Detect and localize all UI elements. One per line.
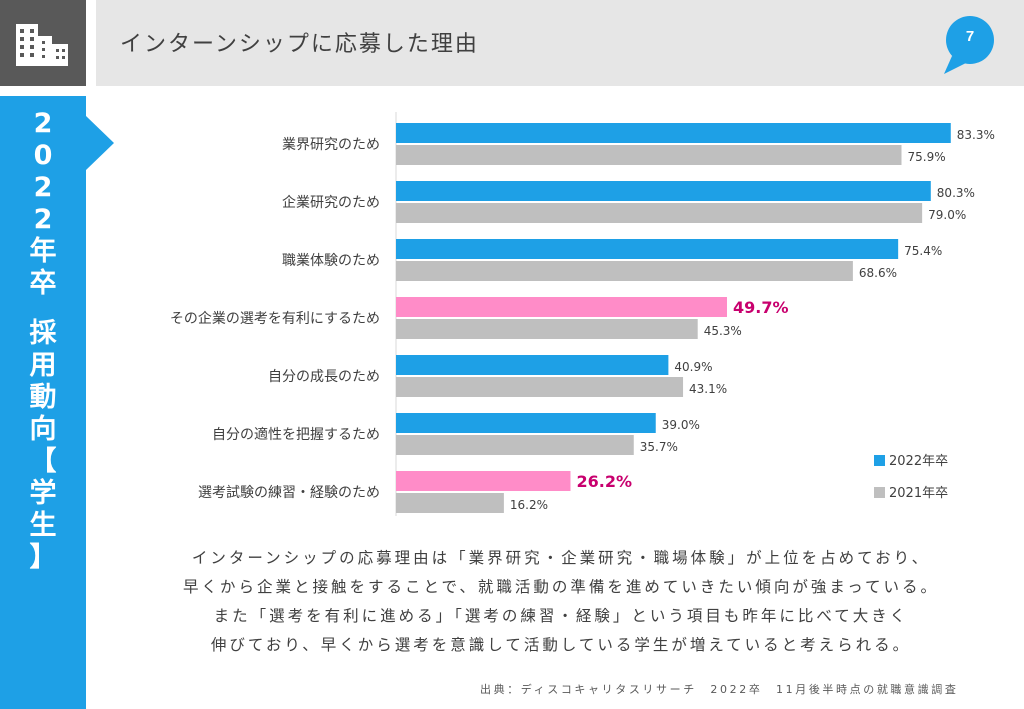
sidebar — [0, 96, 86, 709]
sidebar-vertical-title: 2 0 2 2 年卒採用動向【学生】 — [0, 108, 86, 574]
sidebar-char: 2 — [33, 172, 53, 203]
category-label: 業界研究のため — [282, 137, 380, 153]
bar-2021 — [396, 435, 634, 455]
sidebar-char: 学 — [29, 478, 57, 509]
header-bar — [96, 0, 1024, 86]
summary-caption: インターンシップの応募理由は「業界研究・企業研究・職場体験」が上位を占めており、… — [136, 544, 986, 660]
sidebar-char: 2 — [33, 108, 53, 139]
data-label-2021: 75.9% — [907, 150, 945, 164]
sidebar-pointer — [86, 116, 114, 170]
bar-2022 — [396, 239, 899, 259]
data-label-2022: 83.3% — [957, 128, 995, 142]
page-number-bubble — [944, 16, 994, 74]
sidebar-char: 向 — [29, 414, 57, 445]
category-label: 職業体験のため — [282, 253, 380, 269]
legend-swatch-2022 — [874, 455, 885, 466]
sidebar-char: 0 — [33, 140, 53, 171]
caption-line: 伸びており、早くから選考を意識して活動している学生が増えていると考えられる。 — [210, 636, 912, 654]
bar-2022 — [396, 355, 669, 375]
sidebar-char: 【 — [29, 446, 57, 477]
bar-2021 — [396, 261, 853, 281]
bar-2022 — [396, 297, 728, 317]
data-label-2021: 68.6% — [859, 266, 897, 280]
data-label-2021: 16.2% — [510, 498, 548, 512]
bar-2021 — [396, 493, 504, 513]
bar-chart: 業界研究のため 83.3% 75.9% 企業研究のため 80.3% 79.0% 職業体験のた… — [170, 112, 995, 516]
logo-block — [0, 0, 86, 86]
data-label-2021: 43.1% — [689, 382, 727, 396]
legend-label-2022: 2022年卒 — [889, 454, 948, 469]
data-label-2022: 80.3% — [937, 186, 975, 200]
caption-line: また「選考を有利に進める」「選考の練習・経験」という項目も昨年に比べて大きく — [213, 607, 909, 625]
bar-2022 — [396, 181, 931, 201]
data-label-2021: 35.7% — [640, 440, 678, 454]
page-title: インターンシップに応募した理由 — [120, 32, 479, 57]
sidebar-char: 動 — [29, 382, 57, 413]
data-label-2022: 40.9% — [674, 360, 712, 374]
bar-2022 — [396, 123, 951, 143]
legend-label-2021: 2021年卒 — [889, 486, 948, 501]
building-icon — [16, 24, 68, 66]
sidebar-char: 用 — [29, 350, 57, 381]
bar-2022 — [396, 413, 656, 433]
data-label-2022: 26.2% — [576, 472, 632, 491]
category-label: その企業の選考を有利にするため — [170, 310, 380, 327]
sidebar-char: 卒 — [29, 268, 57, 299]
category-label: 企業研究のため — [282, 194, 380, 211]
bar-2021 — [396, 203, 923, 223]
sidebar-char: 採 — [29, 318, 57, 349]
data-label-2022: 75.4% — [904, 244, 942, 258]
data-label-2022: 49.7% — [733, 298, 789, 317]
sidebar-char: 年 — [29, 236, 57, 267]
data-label-2021: 79.0% — [928, 208, 966, 222]
source-note: 出典：ディスコキャリタスリサーチ 2022卒 11月後半時点の就職意識調査 — [480, 683, 959, 696]
sidebar-char: 】 — [29, 542, 57, 573]
caption-line: 早くから企業と接触をすることで、就職活動の準備を進めていきたい傾向が強まっている… — [182, 578, 940, 596]
category-label: 自分の成長のため — [268, 369, 380, 385]
category-label: 選考試験の練習・経験のため — [198, 485, 380, 501]
bar-2021 — [396, 145, 902, 165]
legend-swatch-2021 — [874, 487, 885, 498]
page-number: 7 — [965, 28, 975, 45]
caption-line: インターンシップの応募理由は「業界研究・企業研究・職場体験」が上位を占めており、 — [191, 549, 931, 567]
data-label-2021: 45.3% — [704, 324, 742, 338]
category-label: 自分の適性を把握するため — [212, 426, 380, 443]
bar-2021 — [396, 377, 684, 397]
sidebar-char: 2 — [33, 204, 53, 235]
bar-2021 — [396, 319, 698, 339]
bar-2022 — [396, 471, 571, 491]
sidebar-char: 生 — [29, 510, 57, 541]
data-label-2022: 39.0% — [662, 418, 700, 432]
